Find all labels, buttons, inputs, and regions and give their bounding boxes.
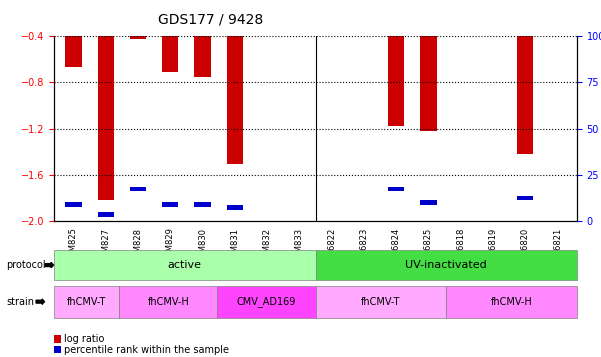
Bar [130,36,146,39]
Text: fhCMV-H: fhCMV-H [491,297,532,307]
Text: percentile rank within the sample: percentile rank within the sample [64,345,229,355]
Text: CMV_AD169: CMV_AD169 [237,296,296,307]
Bar [97,36,114,201]
Bar [388,36,404,126]
Text: log ratio: log ratio [64,334,104,344]
Bar [97,212,114,217]
Text: strain: strain [6,297,34,307]
Text: protocol: protocol [6,260,46,270]
Bar [195,202,210,207]
Text: GDS177 / 9428: GDS177 / 9428 [157,12,263,26]
Bar [162,202,178,207]
Bar [130,186,146,191]
Text: UV-inactivated: UV-inactivated [405,260,487,270]
Bar [162,36,178,72]
Bar [66,36,82,67]
Bar [227,36,243,165]
Bar [517,196,534,200]
Bar [227,205,243,210]
Text: fhCMV-H: fhCMV-H [148,297,189,307]
Bar [66,202,82,207]
Bar [388,186,404,191]
Bar [421,201,436,205]
Text: active: active [168,260,202,270]
Bar [517,36,534,154]
Text: fhCMV-T: fhCMV-T [361,297,401,307]
Bar [195,36,210,77]
Text: fhCMV-T: fhCMV-T [67,297,106,307]
Bar [421,36,436,131]
